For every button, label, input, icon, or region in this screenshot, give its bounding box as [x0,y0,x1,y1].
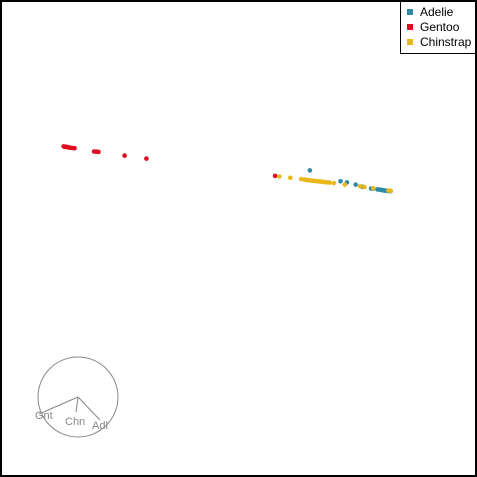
point-chinstrap-25 [362,185,367,190]
point-gentoo-8 [72,146,77,151]
point-chinstrap-28 [388,189,393,194]
point-gentoo-11 [96,150,101,155]
point-adelie-3 [353,182,358,187]
legend-swatch-gentoo [407,24,413,30]
guide-axis-chn [76,397,78,412]
guide-label-chn: Chn [65,416,85,428]
axes-guide: Gnt Chn Adl [35,357,118,437]
legend-item-gentoo: Gentoo [407,20,475,34]
legend: Adelie Gentoo Chinstrap [400,1,476,54]
legend-item-adelie: Adelie [407,5,475,19]
point-chinstrap-22 [332,181,337,186]
legend-item-chinstrap: Chinstrap [407,35,475,49]
point-gentoo-12 [122,153,127,158]
point-chinstrap-23 [343,182,348,187]
point-gentoo-13 [144,156,149,161]
legend-label-adelie: Adelie [420,5,453,19]
legend-swatch-adelie [407,9,413,15]
point-chinstrap-1 [288,176,293,181]
point-chinstrap-26 [371,186,376,191]
legend-label-gentoo: Gentoo [420,20,459,34]
point-adelie-1 [338,179,343,184]
guide-label-gnt: Gnt [35,410,53,422]
point-chinstrap-24 [358,184,363,189]
point-chinstrap-0 [277,174,282,179]
point-adelie-0 [308,168,313,173]
legend-swatch-chinstrap [407,39,413,45]
guide-label-adl: Adl [92,420,108,432]
point-chinstrap-21 [327,180,332,185]
point-gentoo-14 [273,174,278,179]
legend-label-chinstrap: Chinstrap [420,35,471,49]
points-layer [61,144,393,193]
